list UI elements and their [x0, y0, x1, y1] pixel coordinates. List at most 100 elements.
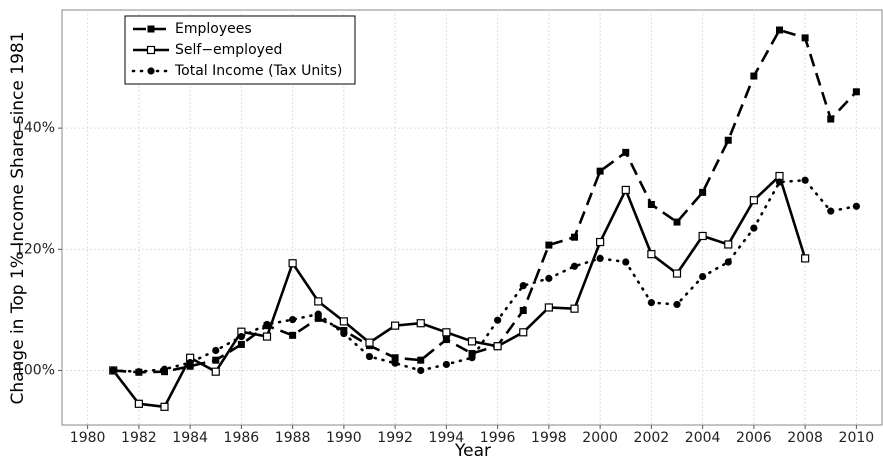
marker	[775, 178, 784, 186]
x-tick-label: 2000	[582, 430, 618, 446]
marker	[673, 218, 681, 226]
marker	[263, 320, 271, 329]
x-tick-label: 1984	[172, 430, 208, 446]
marker	[775, 171, 784, 181]
marker	[391, 354, 399, 362]
x-axis-label: Year	[454, 441, 491, 459]
marker	[211, 367, 220, 376]
marker	[827, 115, 835, 123]
marker	[417, 356, 425, 364]
marker	[365, 352, 374, 361]
y-tick-label: 100%	[15, 362, 55, 378]
marker	[596, 167, 604, 175]
marker	[776, 26, 783, 34]
marker	[237, 332, 245, 341]
marker	[699, 188, 707, 196]
marker	[339, 317, 348, 326]
marker	[365, 338, 374, 347]
marker	[417, 366, 425, 375]
marker	[647, 299, 655, 307]
marker	[724, 240, 733, 249]
x-tick-label: 1990	[326, 430, 362, 446]
marker	[160, 402, 169, 411]
marker	[622, 148, 630, 156]
marker	[442, 328, 451, 337]
x-tick-label: 1988	[275, 430, 311, 446]
marker	[852, 202, 860, 210]
legend-label: Employees	[175, 21, 252, 37]
marker	[545, 241, 553, 249]
marker	[621, 185, 630, 195]
x-tick-label: 2006	[736, 430, 772, 446]
marker	[288, 259, 297, 268]
marker	[750, 72, 758, 80]
marker	[673, 300, 681, 309]
x-tick-label: 1992	[377, 430, 413, 446]
marker	[519, 306, 527, 314]
marker	[289, 331, 297, 339]
marker	[801, 254, 810, 263]
series-line	[112, 173, 807, 409]
x-tick-label: 1980	[70, 430, 106, 446]
x-tick-label: 1996	[480, 430, 516, 446]
marker	[545, 274, 553, 282]
x-tick-label: 2010	[839, 430, 875, 446]
marker	[147, 25, 155, 33]
marker	[442, 336, 450, 344]
marker	[724, 258, 732, 266]
marker	[147, 67, 155, 75]
marker	[134, 399, 143, 408]
marker	[442, 360, 450, 369]
marker	[391, 359, 399, 367]
marker	[519, 282, 527, 290]
y-tick-label: 140%	[15, 120, 55, 136]
x-tick-label: 1998	[531, 430, 567, 446]
marker	[468, 354, 476, 362]
marker	[571, 233, 578, 241]
marker	[698, 231, 707, 241]
marker	[340, 329, 348, 338]
marker	[493, 342, 502, 351]
marker	[801, 34, 809, 42]
marker	[160, 365, 169, 373]
marker	[570, 304, 579, 313]
marker	[494, 316, 502, 324]
marker	[262, 332, 272, 341]
marker	[212, 356, 220, 364]
marker	[314, 297, 323, 306]
legend-label: Total Income (Tax Units)	[174, 63, 342, 79]
x-tick-label: 2008	[787, 430, 823, 446]
marker	[109, 366, 117, 375]
marker	[146, 45, 156, 55]
marker	[749, 196, 758, 205]
marker	[596, 254, 604, 262]
marker	[186, 358, 194, 367]
marker	[468, 350, 476, 358]
series-line	[113, 28, 858, 374]
marker	[314, 314, 322, 322]
marker	[467, 337, 477, 346]
marker	[596, 237, 605, 247]
x-tick-label: 1994	[429, 430, 465, 446]
marker	[647, 250, 656, 259]
x-tick-label: 1986	[224, 430, 260, 446]
x-tick-label: 2002	[634, 430, 670, 446]
marker	[672, 269, 682, 278]
marker	[135, 368, 143, 376]
marker	[237, 340, 245, 348]
x-tick-label: 2004	[685, 430, 721, 446]
marker	[750, 224, 758, 232]
marker	[622, 258, 630, 266]
marker	[852, 88, 860, 96]
marker	[544, 303, 553, 312]
marker	[699, 272, 707, 281]
marker	[519, 328, 528, 337]
legend-label: Self−employed	[175, 42, 282, 58]
marker	[289, 315, 297, 324]
marker	[827, 207, 835, 215]
marker	[314, 310, 322, 318]
marker	[391, 321, 400, 330]
x-tick-label: 1982	[121, 430, 157, 446]
marker	[724, 136, 732, 144]
